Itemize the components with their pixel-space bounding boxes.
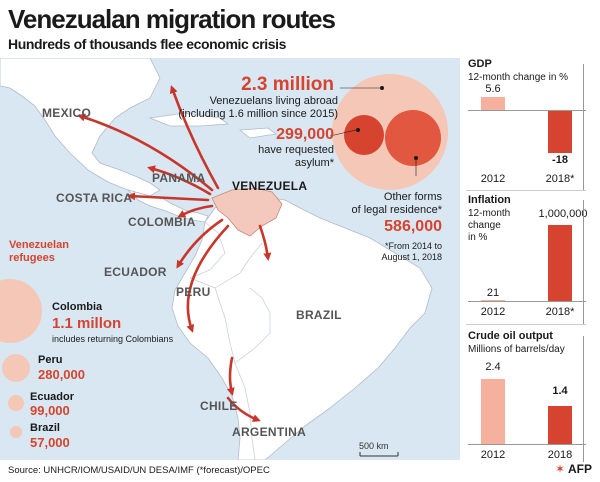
refugee-brazil-name: Brazil bbox=[30, 422, 60, 434]
label-panama: PANAMA bbox=[152, 171, 206, 185]
legal-bubble bbox=[385, 110, 441, 166]
abroad-line-2: (including 1.6 million since 2015) bbox=[178, 108, 338, 120]
land-north-america bbox=[0, 58, 161, 197]
inflation-sub-2: change bbox=[468, 220, 501, 231]
inflation-base-line bbox=[468, 301, 586, 302]
refugee-circle-brazil bbox=[10, 426, 22, 438]
gdp-zero-line bbox=[468, 110, 586, 111]
inflation-bar-2018 bbox=[548, 225, 572, 301]
asylum-line-1: have requested bbox=[258, 144, 334, 156]
arrow-argentina bbox=[226, 396, 261, 422]
oil-bar-2012 bbox=[481, 379, 505, 444]
land-cuba bbox=[148, 112, 230, 127]
refugee-ecuador-value: 99,000 bbox=[30, 403, 70, 418]
land-venezuela bbox=[211, 187, 283, 237]
legal-note-1: *From 2014 to bbox=[384, 241, 442, 251]
refugee-colombia-value: 1.1 millon bbox=[52, 315, 122, 332]
refugees-title-1: Venezuelan bbox=[9, 239, 69, 251]
refugees-title-2: refugees bbox=[9, 252, 55, 264]
label-chile: CHILE bbox=[200, 399, 238, 413]
arrow-chile bbox=[226, 356, 235, 396]
inflation-bar-2012 bbox=[481, 300, 505, 301]
migration-arrows bbox=[77, 85, 272, 422]
arrow-panama bbox=[147, 165, 212, 196]
label-colombia: COLOMBIA bbox=[128, 215, 196, 229]
legal-value: 586,000 bbox=[384, 218, 442, 235]
inflation-sub-3: in % bbox=[468, 232, 488, 243]
source-note: Source: UNHCR/IOM/USAID/UN DESA/IMF (*fo… bbox=[8, 465, 270, 476]
afp-logo-text: AFP bbox=[568, 462, 592, 476]
page-subtitle: Hundreds of thousands flee economic cris… bbox=[8, 36, 287, 52]
page-title: Venezualan migration routes bbox=[8, 4, 336, 34]
scale-label: 500 km bbox=[359, 441, 389, 451]
refugee-peru-value: 280,000 bbox=[38, 367, 85, 382]
arrow-mexico bbox=[77, 113, 214, 192]
oil-cat-2018: 2018 bbox=[547, 449, 573, 461]
oil-subtitle: Millions of barrels/day bbox=[468, 344, 565, 355]
label-peru: PERU bbox=[176, 285, 211, 299]
legal-line-1: Other forms bbox=[383, 191, 442, 203]
gdp-label-2012: 5.6 bbox=[485, 83, 501, 95]
gdp-title: GDP bbox=[468, 58, 492, 70]
asylum-value: 299,000 bbox=[276, 126, 334, 143]
refugee-circle-colombia bbox=[0, 279, 42, 343]
label-venezuela: VENEZUELA bbox=[232, 179, 308, 193]
legal-note-2: August 1, 2018 bbox=[381, 252, 442, 262]
refugee-circle-peru bbox=[2, 354, 30, 382]
arrow-peru bbox=[186, 224, 230, 333]
abroad-value: 2.3 million bbox=[241, 74, 334, 95]
afp-logo: ✶ AFP bbox=[555, 462, 592, 476]
arrow-brazil bbox=[258, 224, 272, 261]
refugee-ecuador-name: Ecuador bbox=[30, 391, 75, 403]
inflation-cat-2012: 2012 bbox=[480, 306, 506, 318]
oil-cat-2012: 2012 bbox=[480, 449, 506, 461]
label-ecuador: ECUADOR bbox=[104, 265, 167, 279]
oil-label-2018: 1.4 bbox=[552, 385, 568, 397]
inflation-label-2018: 1,000,000 bbox=[538, 208, 588, 220]
arrow-ecuador bbox=[176, 218, 224, 269]
gdp-label-2018: -18 bbox=[552, 154, 568, 166]
asylum-bubble bbox=[344, 115, 384, 155]
inflation-sub-1: 12-month bbox=[468, 208, 511, 219]
map-svg bbox=[0, 58, 448, 460]
oil-base-line bbox=[468, 444, 586, 445]
legal-line-2: of legal residence* bbox=[351, 204, 442, 216]
refugee-circle-ecuador bbox=[8, 395, 24, 411]
label-argentina: ARGENTINA bbox=[232, 425, 307, 439]
refugee-brazil-value: 57,000 bbox=[30, 435, 70, 450]
oil-label-2012: 2.4 bbox=[485, 361, 501, 373]
arrow-north bbox=[169, 85, 220, 190]
abroad-line-1: Venezuelans living abroad bbox=[209, 95, 338, 107]
asylum-line-2: asylum* bbox=[294, 157, 334, 169]
label-brazil: BRAZIL bbox=[296, 308, 342, 322]
map-panel: MEXICO PANAMA VENEZUELA COSTA RICA COLOM… bbox=[0, 58, 460, 460]
gdp-bar-2012 bbox=[481, 96, 505, 110]
gdp-cat-2012: 2012 bbox=[480, 173, 506, 185]
afp-spark-icon: ✶ bbox=[555, 462, 566, 476]
refugee-colombia-note: includes returning Colombians bbox=[52, 334, 174, 344]
inflation-title: Inflation bbox=[468, 194, 511, 206]
land-south-america bbox=[171, 195, 433, 460]
gdp-bar-2018 bbox=[548, 110, 572, 154]
refugee-colombia-name: Colombia bbox=[52, 301, 103, 313]
oil-title: Crude oil output bbox=[468, 330, 553, 342]
label-mexico: MEXICO bbox=[42, 106, 92, 120]
refugee-peru-name: Peru bbox=[38, 354, 63, 366]
gdp-subtitle: 12-month change in % bbox=[468, 72, 569, 83]
inflation-cat-2018: 2018* bbox=[545, 306, 575, 318]
arrow-costa-rica bbox=[127, 192, 210, 202]
land-hispaniola bbox=[238, 127, 278, 139]
oil-bar-2018 bbox=[548, 406, 572, 444]
label-costa-rica: COSTA RICA bbox=[56, 191, 133, 205]
inflation-label-2012: 21 bbox=[486, 287, 500, 299]
gdp-cat-2018: 2018* bbox=[545, 173, 575, 185]
arrow-colombia bbox=[177, 204, 214, 218]
